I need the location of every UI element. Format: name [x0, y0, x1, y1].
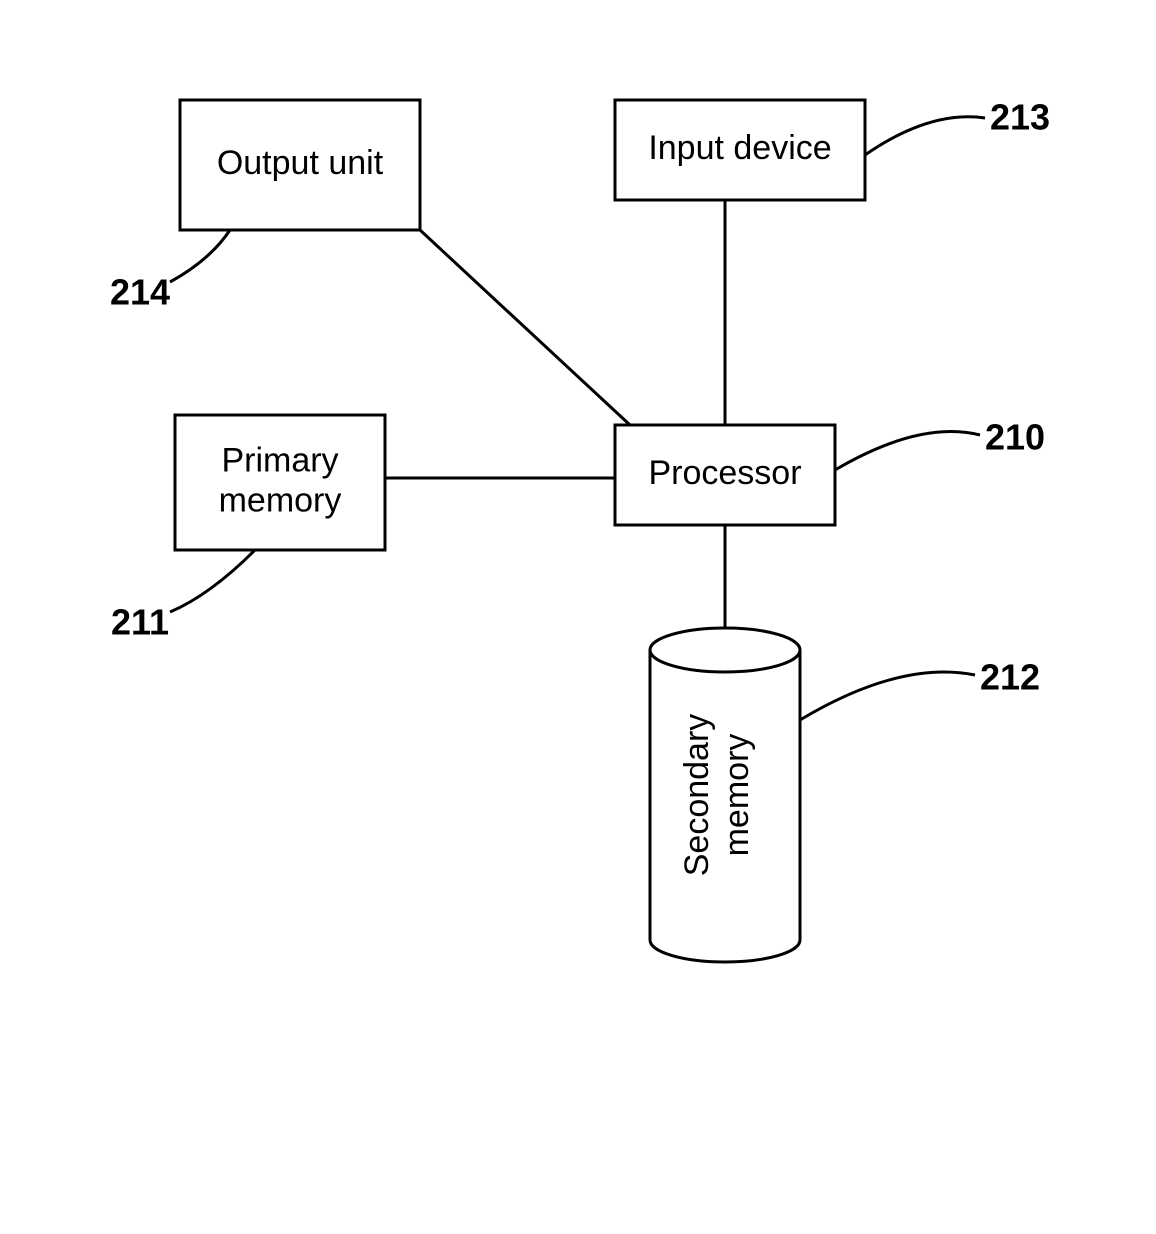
secondary_memory-label-line1: Secondary — [678, 714, 716, 877]
input_device-ref-number: 213 — [990, 97, 1050, 138]
secondary_memory-leader-line — [800, 672, 975, 720]
node-processor: Processor 210 — [615, 417, 1045, 525]
processor-ref-number: 210 — [985, 417, 1045, 458]
node-primary_memory: Primarymemory 211 — [111, 415, 385, 643]
input_device-label: Input device — [648, 129, 831, 167]
node-output_unit: Output unit 214 — [110, 100, 420, 313]
output_unit-ref-number: 214 — [110, 272, 170, 313]
primary_memory-leader-line — [170, 550, 255, 612]
node-input_device: Input device 213 — [615, 97, 1050, 200]
primary_memory-ref-number: 211 — [111, 602, 169, 643]
output_unit-leader-line — [170, 230, 230, 282]
primary_memory-label-line1: Primary — [221, 441, 338, 479]
primary_memory-label-line2: memory — [219, 481, 342, 519]
secondary_memory-label-line2: memory — [718, 734, 756, 857]
processor-leader-line — [835, 432, 980, 470]
edge-output_unit-processor — [420, 230, 630, 425]
output_unit-label: Output unit — [217, 144, 384, 182]
processor-label: Processor — [648, 454, 801, 492]
node-secondary_memory: Secondarymemory 212 — [650, 628, 1040, 962]
nodes-group: Output unit214Input device213Primarymemo… — [110, 97, 1050, 962]
input_device-leader-line — [865, 117, 985, 155]
secondary_memory-ref-number: 212 — [980, 657, 1040, 698]
